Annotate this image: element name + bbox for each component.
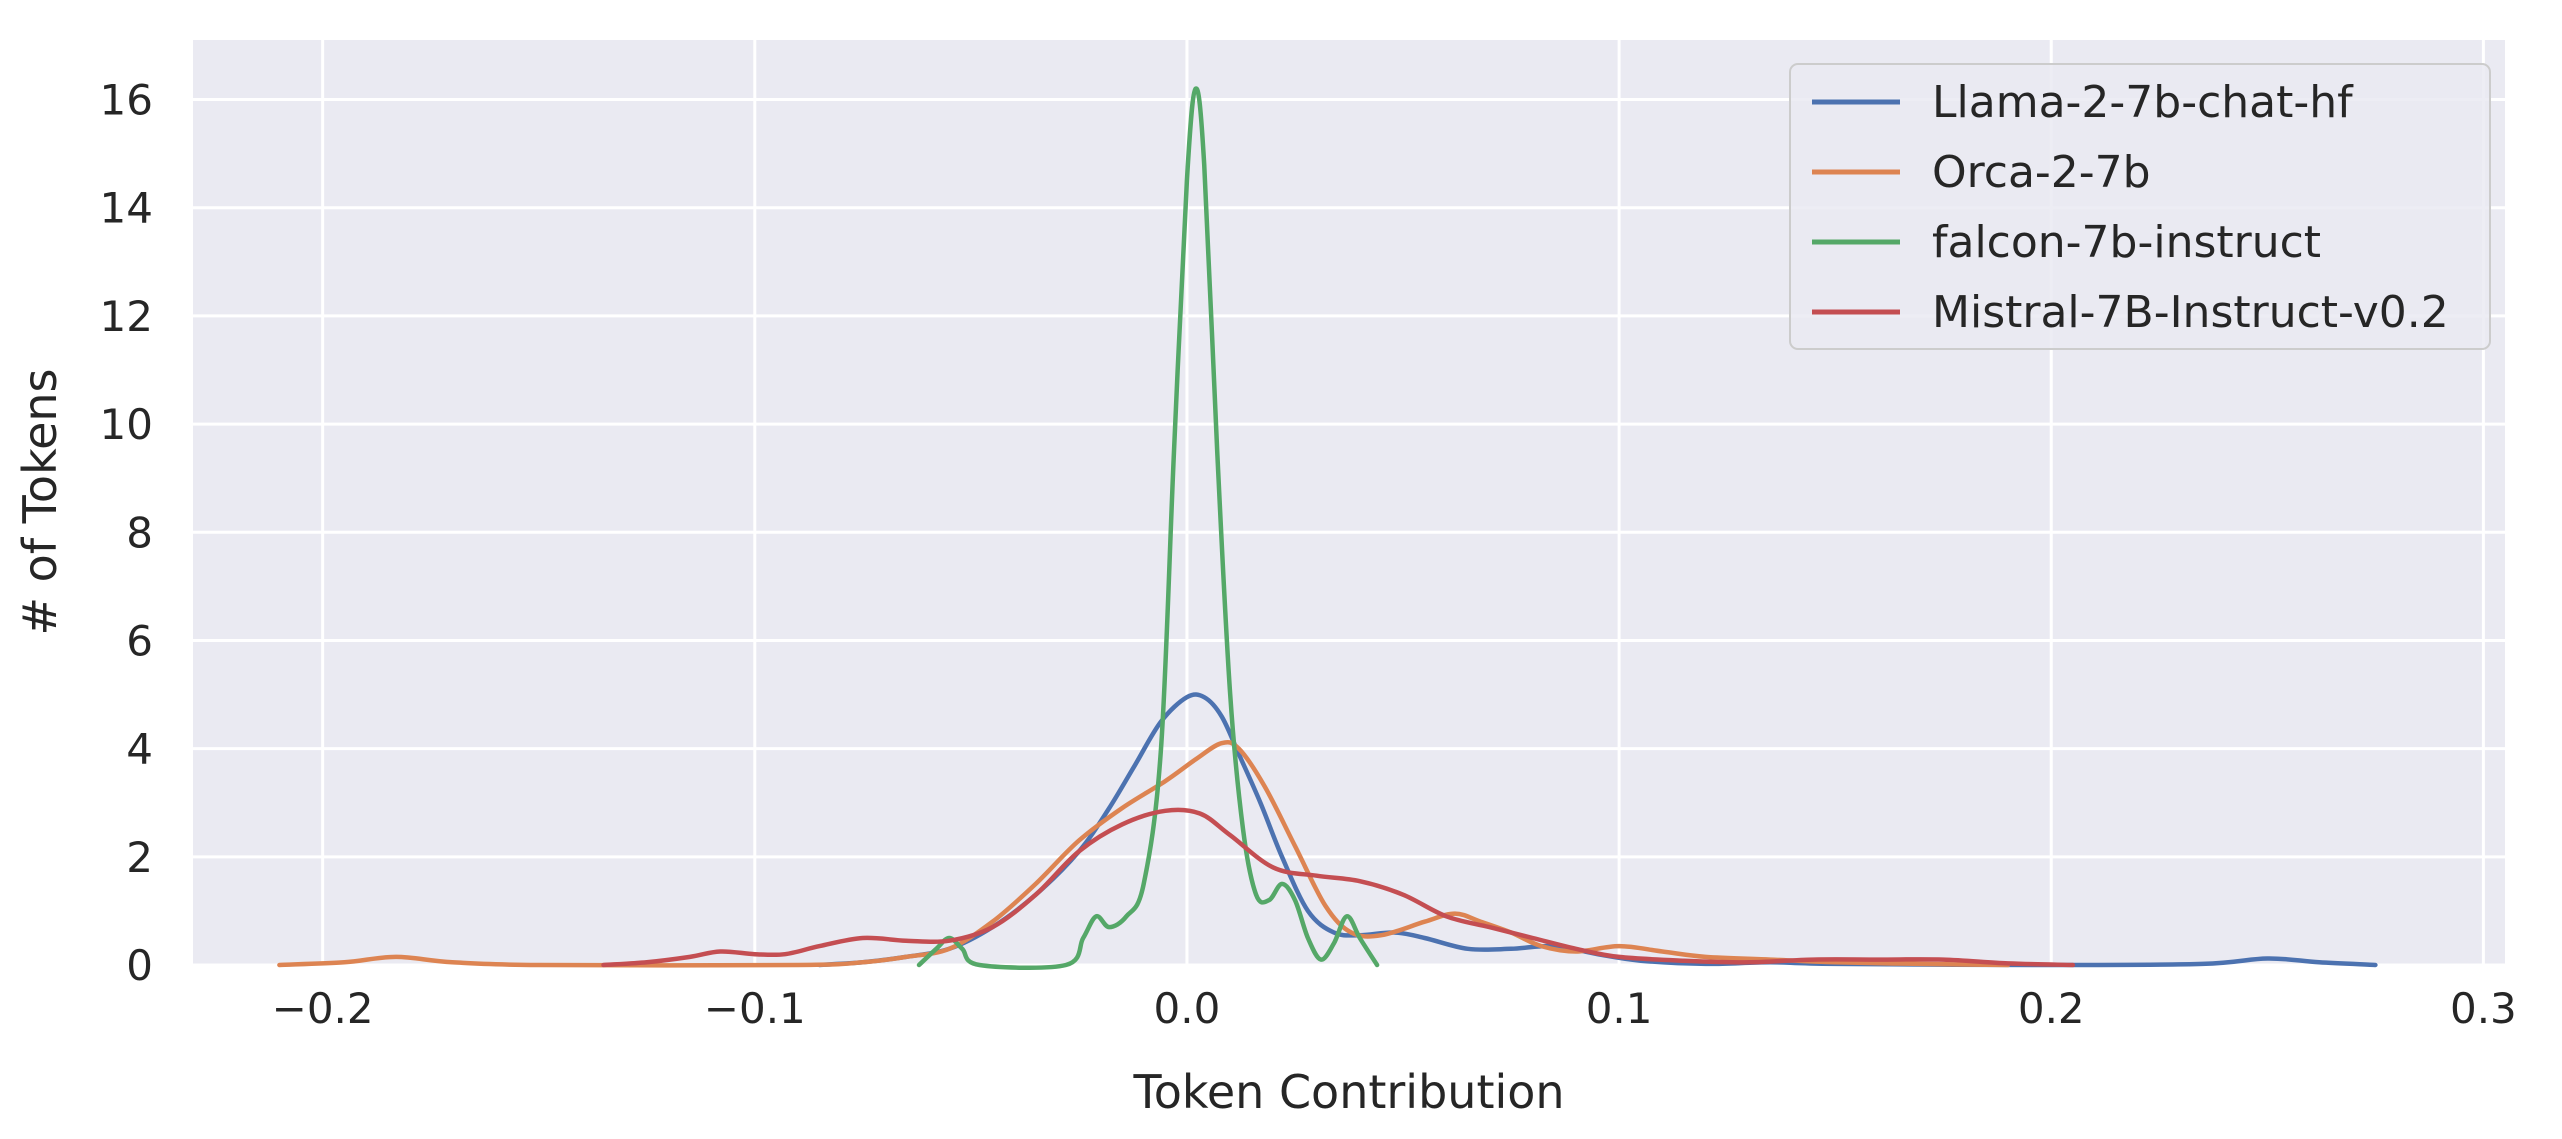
legend-label-falcon-7b-instruct: falcon-7b-instruct	[1932, 217, 2321, 268]
x-tick-label: −0.2	[272, 984, 374, 1033]
legend-label-llama-2-7b-chat-hf: Llama-2-7b-chat-hf	[1932, 77, 2354, 128]
x-tick-label: 0.0	[1154, 984, 1221, 1033]
legend-box	[1789, 63, 2491, 350]
legend-label-mistral-7b-instruct-v0-2: Mistral-7B-Instruct-v0.2	[1932, 287, 2449, 338]
x-tick-label: 0.1	[1586, 984, 1653, 1033]
x-axis-label: Token Contribution	[1132, 1065, 1564, 1119]
y-tick-label: 8	[126, 508, 153, 557]
series-line-falcon-7b-instruct	[916, 86, 1380, 970]
x-tick-label: 0.2	[2018, 984, 2085, 1033]
y-tick-label: 6	[126, 616, 153, 665]
y-tick-labels: 0 2 4 6 8 10 12 14 16	[100, 76, 153, 990]
x-tick-label: 0.3	[2450, 984, 2517, 1033]
y-tick-label: 16	[100, 76, 153, 125]
x-tick-label: −0.1	[704, 984, 806, 1033]
y-tick-label: 0	[126, 941, 153, 990]
legend: Llama-2-7b-chat-hf Orca-2-7b falcon-7b-ins…	[1789, 63, 2491, 350]
x-tick-labels: −0.2 −0.1 0.0 0.1 0.2 0.3	[272, 984, 2517, 1033]
y-tick-label: 4	[126, 725, 153, 774]
y-tick-label: 14	[100, 184, 153, 233]
series-line-mistral-7b-instruct-v0-2	[601, 807, 2076, 968]
series-layer	[277, 86, 2378, 970]
y-axis-label: # of Tokens	[13, 369, 67, 636]
legend-label-orca-2-7b: Orca-2-7b	[1932, 147, 2151, 198]
y-tick-label: 10	[100, 400, 153, 449]
series-line-orca-2-7b	[277, 739, 2011, 968]
y-tick-label: 12	[100, 292, 153, 341]
y-tick-label: 2	[126, 833, 153, 882]
